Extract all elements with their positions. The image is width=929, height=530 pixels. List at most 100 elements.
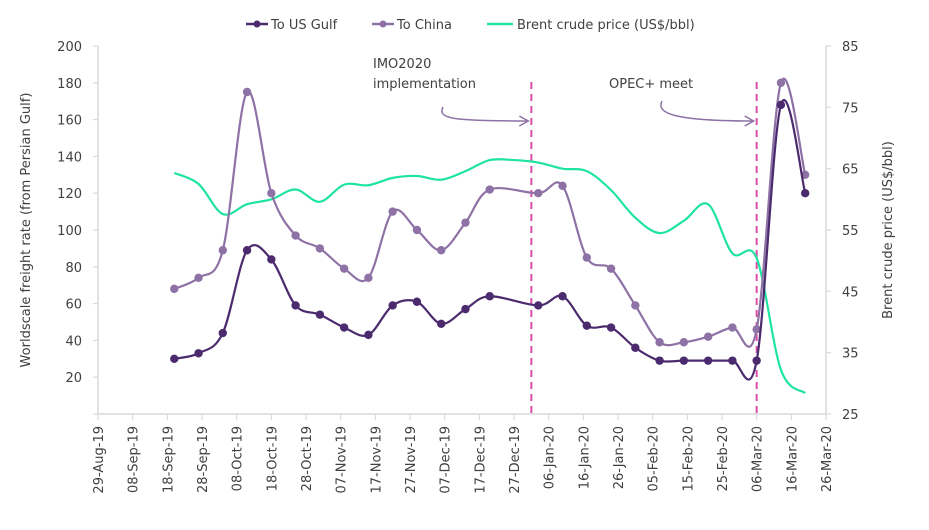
data-point-to-china: [315, 244, 325, 253]
left-tick-label: 100: [57, 224, 82, 239]
left-axis-title: Worldscale freight rate (from Persian Gu…: [19, 93, 34, 368]
data-point-to-us-gulf: [437, 319, 446, 329]
left-tick-label: 200: [57, 40, 82, 55]
data-point-to-us-gulf: [194, 349, 203, 358]
annotation-arrowhead-imo2020: [518, 115, 530, 127]
left-tick-label: 160: [57, 114, 82, 129]
x-tick-label: 06-Mar-20: [751, 426, 766, 492]
data-point-to-us-gulf: [679, 356, 689, 365]
legend-label-us-gulf: To US Gulf: [270, 18, 338, 33]
legend-label-china: To China: [396, 18, 452, 33]
left-tick-label: 80: [65, 261, 82, 276]
x-tick-label: 18-Sep-19: [161, 426, 176, 493]
legend-item-us-gulf: To US Gulf: [246, 18, 338, 33]
data-point-to-us-gulf: [558, 292, 567, 301]
series-to-china: [170, 77, 810, 348]
x-axis-ticks: 29-Aug-19 08-Sep-19 18-Sep-19 28-Sep-19 08-O…: [92, 414, 835, 494]
annotation-arrowhead-opec: [744, 115, 756, 127]
data-point-to-us-gulf: [242, 246, 252, 255]
data-point-to-us-gulf: [315, 310, 325, 319]
x-tick-label: 28-Sep-19: [196, 426, 211, 493]
right-tick-label: 85: [842, 40, 859, 55]
x-tick-label: 26-Mar-20: [820, 426, 835, 492]
right-tick-label: 45: [842, 285, 859, 300]
data-point-to-china: [412, 225, 422, 235]
data-point-to-us-gulf: [655, 356, 664, 365]
data-point-to-us-gulf: [364, 330, 373, 340]
data-point-to-us-gulf: [582, 321, 591, 330]
data-point-to-china: [703, 332, 713, 341]
data-point-to-us-gulf: [606, 323, 616, 332]
right-tick-label: 65: [842, 163, 859, 178]
left-tick-label: 40: [65, 334, 82, 349]
x-tick-label: 08-Sep-19: [127, 426, 142, 493]
data-point-to-us-gulf: [267, 255, 276, 264]
data-point-to-us-gulf: [728, 356, 737, 365]
series-brent-crude-price-us-bbl: [173, 158, 806, 395]
data-point-to-china: [364, 273, 373, 283]
data-point-to-us-gulf: [388, 301, 397, 310]
data-point-to-us-gulf: [412, 297, 422, 306]
data-point-to-us-gulf: [339, 323, 349, 332]
data-point-to-china: [728, 323, 737, 332]
data-point-to-china: [606, 264, 616, 273]
series-line-brent-crude-price-us-bbl: [173, 158, 806, 395]
series-to-us-gulf: [170, 99, 810, 381]
data-point-to-us-gulf: [534, 301, 543, 310]
x-tick-label: 15-Feb-20: [681, 426, 696, 491]
data-point-to-china: [679, 338, 689, 347]
data-point-to-china: [194, 273, 203, 283]
data-point-to-us-gulf: [461, 304, 470, 314]
data-point-to-us-gulf: [703, 356, 713, 365]
annotation-arrow-opec: [660, 100, 754, 122]
x-tick-label: 18-Oct-19: [265, 426, 280, 491]
data-point-to-us-gulf: [485, 292, 494, 301]
x-tick-label: 16-Jan-20: [577, 426, 592, 489]
x-tick-label: 05-Feb-20: [647, 426, 662, 491]
left-tick-label: 120: [57, 187, 82, 202]
data-point-to-china: [388, 207, 397, 216]
x-tick-label: 26-Jan-20: [612, 426, 627, 489]
legend-label-brent: Brent crude price (US$/bbl): [517, 18, 695, 33]
left-tick-label: 60: [65, 298, 82, 313]
data-point-to-china: [655, 338, 664, 347]
right-tick-label: 25: [842, 408, 859, 423]
left-tick-label: 20: [65, 371, 82, 386]
data-point-to-china: [558, 181, 567, 191]
x-tick-label: 07-Nov-19: [335, 426, 350, 494]
left-tick-label: 140: [57, 150, 82, 165]
annotation-label-opec: OPEC+ meet: [609, 77, 693, 92]
data-point-to-china: [339, 264, 349, 273]
x-tick-label: 28-Oct-19: [300, 426, 315, 491]
data-point-to-china: [461, 218, 470, 227]
legend-item-brent: Brent crude price (US$/bbl): [487, 18, 695, 33]
data-point-to-us-gulf: [218, 328, 227, 338]
right-tick-label: 75: [842, 101, 859, 116]
data-point-to-us-gulf: [631, 343, 640, 352]
data-point-to-china: [631, 301, 640, 310]
data-point-to-china: [267, 189, 276, 198]
data-point-to-us-gulf: [801, 189, 810, 198]
x-tick-label: 27-Dec-19: [508, 426, 523, 494]
data-point-to-us-gulf: [291, 301, 300, 310]
x-tick-label: 17-Dec-19: [473, 426, 488, 494]
data-point-to-china: [218, 246, 227, 255]
legend-marker-us-gulf: [253, 20, 261, 28]
x-tick-label: 08-Oct-19: [231, 426, 246, 491]
data-point-to-china: [485, 185, 494, 194]
data-point-to-china: [170, 284, 179, 294]
data-point-to-us-gulf: [752, 356, 761, 365]
data-point-to-us-gulf: [170, 354, 179, 363]
right-tick-label: 55: [842, 224, 859, 239]
x-tick-label: 16-Mar-20: [785, 426, 800, 492]
right-axis-ticks: 25 35 45 55 65 75 85: [826, 40, 859, 423]
annotation-label-imo2020: IMO2020: [373, 57, 431, 72]
x-tick-label: 17-Nov-19: [369, 426, 384, 494]
data-point-to-china: [291, 231, 300, 240]
x-tick-label: 27-Nov-19: [404, 426, 419, 494]
data-point-to-china: [437, 246, 446, 255]
axes: [97, 46, 827, 415]
series-layer: [170, 77, 810, 395]
data-point-to-china: [534, 189, 543, 198]
